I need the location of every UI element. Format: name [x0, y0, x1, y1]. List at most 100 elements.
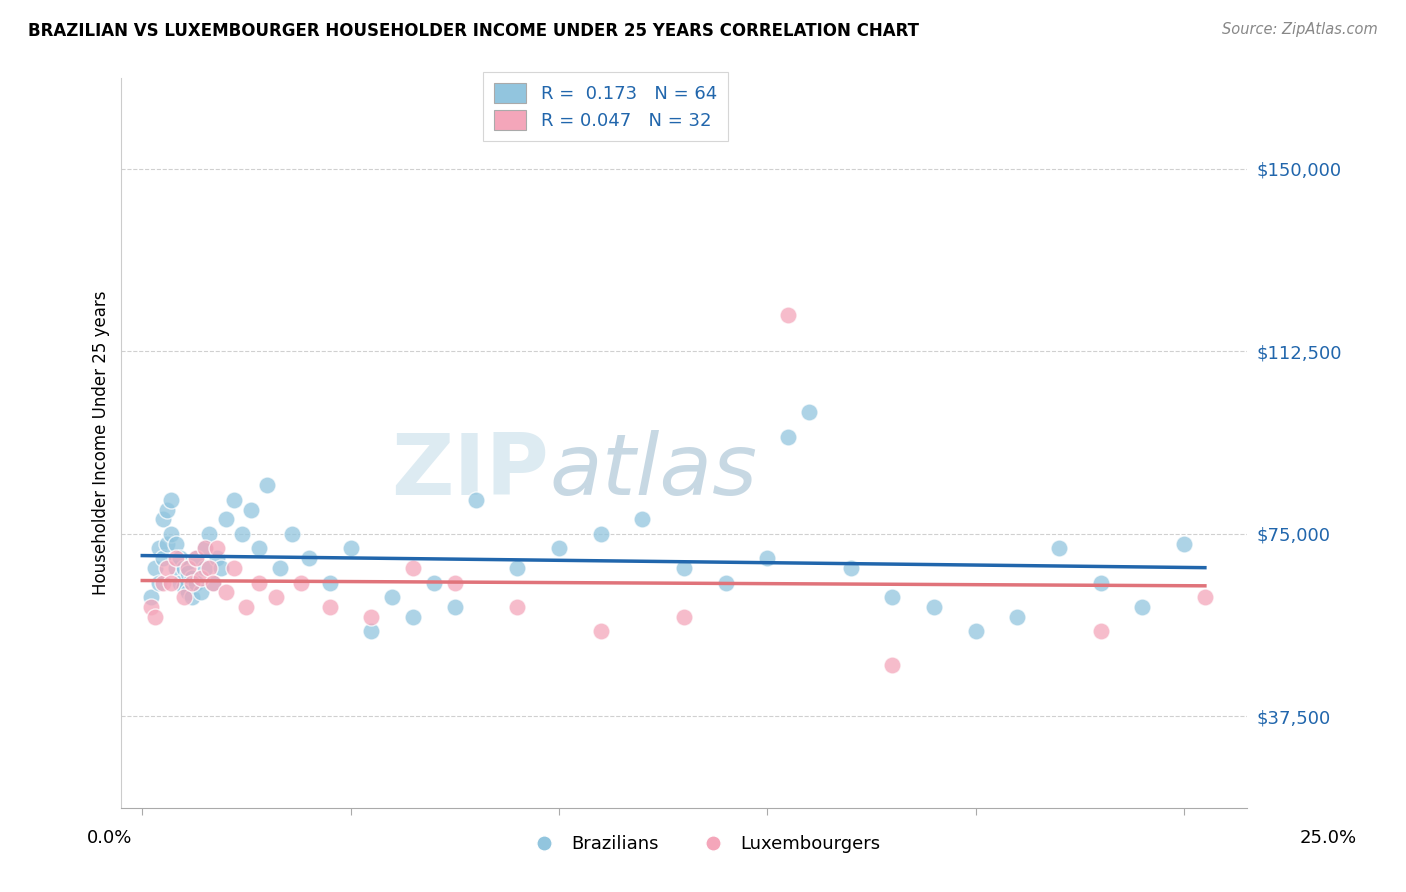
- Point: [589, 624, 612, 639]
- Point: [194, 561, 217, 575]
- Point: [152, 512, 174, 526]
- Point: [160, 575, 183, 590]
- Point: [222, 492, 245, 507]
- Point: [177, 561, 200, 575]
- Point: [589, 527, 612, 541]
- Point: [298, 551, 321, 566]
- Legend: R =  0.173   N = 64, R = 0.047   N = 32: R = 0.173 N = 64, R = 0.047 N = 32: [482, 72, 728, 141]
- Point: [1194, 590, 1216, 604]
- Point: [143, 561, 166, 575]
- Point: [756, 551, 779, 566]
- Point: [181, 590, 204, 604]
- Point: [506, 561, 529, 575]
- Y-axis label: Householder Income Under 25 years: Householder Income Under 25 years: [93, 291, 110, 595]
- Point: [190, 585, 212, 599]
- Point: [443, 599, 465, 614]
- Point: [922, 599, 945, 614]
- Point: [173, 581, 195, 595]
- Point: [235, 599, 257, 614]
- Point: [173, 561, 195, 575]
- Point: [152, 551, 174, 566]
- Point: [169, 551, 191, 566]
- Point: [1047, 541, 1070, 556]
- Point: [186, 551, 208, 566]
- Point: [672, 561, 695, 575]
- Legend: Brazilians, Luxembourgers: Brazilians, Luxembourgers: [519, 829, 887, 861]
- Point: [443, 575, 465, 590]
- Text: BRAZILIAN VS LUXEMBOURGER HOUSEHOLDER INCOME UNDER 25 YEARS CORRELATION CHART: BRAZILIAN VS LUXEMBOURGER HOUSEHOLDER IN…: [28, 22, 920, 40]
- Point: [211, 561, 233, 575]
- Text: Source: ZipAtlas.com: Source: ZipAtlas.com: [1222, 22, 1378, 37]
- Point: [839, 561, 862, 575]
- Point: [186, 575, 208, 590]
- Point: [177, 585, 200, 599]
- Point: [778, 429, 800, 443]
- Point: [965, 624, 987, 639]
- Point: [198, 561, 221, 575]
- Point: [186, 551, 208, 566]
- Point: [148, 575, 170, 590]
- Point: [222, 561, 245, 575]
- Point: [256, 478, 278, 492]
- Text: ZIP: ZIP: [391, 430, 548, 514]
- Point: [672, 609, 695, 624]
- Point: [239, 502, 262, 516]
- Text: 0.0%: 0.0%: [87, 829, 132, 847]
- Point: [214, 585, 236, 599]
- Point: [148, 541, 170, 556]
- Point: [139, 590, 162, 604]
- Point: [143, 609, 166, 624]
- Point: [156, 502, 179, 516]
- Point: [290, 575, 312, 590]
- Point: [207, 551, 229, 566]
- Point: [548, 541, 571, 556]
- Point: [152, 575, 174, 590]
- Text: 25.0%: 25.0%: [1301, 829, 1357, 847]
- Point: [177, 566, 200, 580]
- Point: [319, 599, 342, 614]
- Point: [797, 405, 820, 419]
- Point: [778, 308, 800, 322]
- Point: [882, 590, 904, 604]
- Point: [319, 575, 342, 590]
- Point: [1173, 536, 1195, 550]
- Point: [381, 590, 404, 604]
- Point: [882, 658, 904, 673]
- Point: [181, 575, 204, 590]
- Point: [165, 551, 187, 566]
- Point: [714, 575, 737, 590]
- Point: [207, 541, 229, 556]
- Point: [1132, 599, 1154, 614]
- Text: atlas: atlas: [548, 430, 756, 514]
- Point: [139, 599, 162, 614]
- Point: [156, 536, 179, 550]
- Point: [631, 512, 654, 526]
- Point: [194, 541, 217, 556]
- Point: [160, 492, 183, 507]
- Point: [202, 575, 225, 590]
- Point: [506, 599, 529, 614]
- Point: [360, 609, 382, 624]
- Point: [214, 512, 236, 526]
- Point: [360, 624, 382, 639]
- Point: [165, 561, 187, 575]
- Point: [402, 561, 425, 575]
- Point: [1090, 575, 1112, 590]
- Point: [173, 590, 195, 604]
- Point: [402, 609, 425, 624]
- Point: [1007, 609, 1029, 624]
- Point: [165, 536, 187, 550]
- Point: [169, 575, 191, 590]
- Point: [160, 527, 183, 541]
- Point: [339, 541, 361, 556]
- Point: [247, 541, 270, 556]
- Point: [202, 575, 225, 590]
- Point: [247, 575, 270, 590]
- Point: [1090, 624, 1112, 639]
- Point: [464, 492, 486, 507]
- Point: [264, 590, 287, 604]
- Point: [156, 561, 179, 575]
- Point: [281, 527, 304, 541]
- Point: [181, 571, 204, 585]
- Point: [194, 541, 217, 556]
